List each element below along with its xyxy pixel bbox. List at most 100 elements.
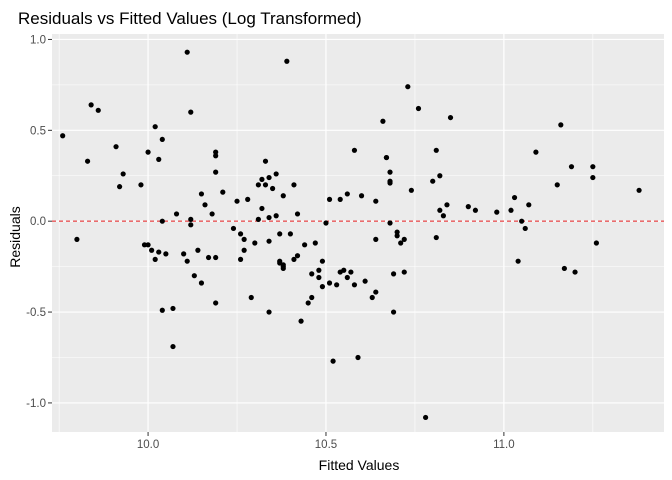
data-point [437,173,443,179]
data-point [280,262,286,268]
data-point [220,189,226,195]
data-point [472,207,479,213]
data-point [266,174,272,181]
data-point [444,202,450,208]
data-point [280,193,286,199]
data-point [60,133,66,139]
data-point [408,187,414,193]
data-point [337,196,343,202]
data-point [554,182,560,188]
x-tick-label: 11.0 [493,439,515,451]
data-point [255,216,261,222]
data-point [533,149,539,155]
data-point [636,187,642,193]
data-point [163,251,169,257]
data-point [241,236,247,242]
data-point [198,191,205,197]
data-point [294,211,301,217]
data-point [113,144,119,150]
data-point [145,149,151,155]
data-point [494,209,500,215]
y-tick-label: -1.0 [26,398,46,410]
y-axis-title: Residuals [7,206,23,267]
data-point [95,107,101,113]
data-point [380,118,386,124]
data-point [237,256,244,262]
data-point [117,184,123,190]
data-point [120,171,126,177]
data-point [362,278,368,284]
data-point [405,84,411,90]
data-point [213,149,219,155]
data-point [401,236,407,242]
data-point [558,122,564,128]
data-point [511,194,518,201]
data-point [291,182,297,188]
data-point [230,225,237,232]
data-point [316,267,322,273]
data-point [373,198,379,204]
data-point [262,182,269,188]
chart-title: Residuals vs Fitted Values (Log Transfor… [18,9,362,28]
data-point [287,231,293,237]
data-point [213,300,219,306]
data-point [198,280,205,286]
data-point [159,218,165,224]
data-point [394,233,400,239]
data-point [277,231,283,237]
data-point [390,309,397,315]
data-point [188,222,194,228]
data-point [447,114,454,121]
data-point [213,169,219,175]
data-point [149,247,155,253]
y-tick-label: 1.0 [30,34,46,46]
data-point [590,164,596,170]
data-point [273,171,279,177]
data-point [351,147,358,153]
data-point [593,240,599,246]
data-point [294,253,301,259]
data-point [191,273,197,279]
data-point [373,236,379,242]
data-point [430,178,436,184]
data-points [60,49,642,421]
data-point [344,274,350,281]
data-point [195,247,201,253]
data-point [433,147,439,153]
data-point [266,238,272,244]
data-point [213,254,219,261]
data-point [334,282,340,288]
data-point [387,178,393,184]
y-axis-ticks: -1.0 -0.5 0.0 0.5 1.0 [26,34,52,410]
data-point [383,154,390,161]
data-point [234,198,240,204]
data-point [316,274,322,281]
data-point [358,193,365,199]
data-point [237,231,244,237]
data-point [355,354,361,361]
data-point [152,256,158,262]
data-point [184,258,190,264]
data-point [205,254,212,261]
data-point [284,58,290,64]
data-point [309,271,315,277]
data-point [266,214,272,221]
data-point [326,196,333,202]
data-point [141,242,148,248]
data-point [387,169,393,175]
data-point [373,289,379,295]
data-point [309,294,315,301]
data-point [273,213,279,219]
data-point [522,225,528,232]
data-point [88,102,94,108]
data-point [423,414,429,421]
data-point [312,240,318,246]
data-point [209,211,215,217]
data-point [262,158,269,164]
data-point [526,202,532,208]
data-point [394,229,400,235]
data-point [330,358,336,364]
y-tick-label: -0.5 [26,307,46,319]
data-point [259,176,265,182]
